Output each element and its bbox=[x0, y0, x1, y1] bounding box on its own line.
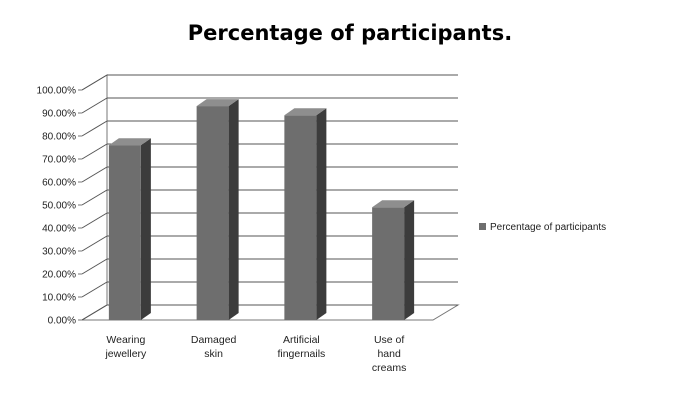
gridline-wall bbox=[81, 212, 108, 229]
bar-top bbox=[108, 138, 151, 146]
x-category-label: Use of bbox=[374, 334, 404, 346]
gridline-wall bbox=[81, 304, 108, 321]
x-category-label: skin bbox=[204, 348, 223, 360]
x-category-label: Damaged bbox=[191, 334, 237, 346]
gridline-wall bbox=[81, 258, 108, 275]
bar-side bbox=[316, 108, 327, 320]
x-category-label: Artificial bbox=[283, 334, 320, 346]
y-axis-ticks: 0.00% 10.00% 20.00% 30.00% 40.00% 50.00% 60.00… bbox=[37, 86, 82, 327]
y-tick-label: 20.00% bbox=[42, 270, 76, 281]
gridlines bbox=[81, 74, 458, 321]
y-tick-label: 100.00% bbox=[37, 86, 77, 97]
y-tick-label: 0.00% bbox=[48, 316, 76, 327]
x-category-label: creams bbox=[372, 362, 406, 374]
bar bbox=[108, 145, 141, 320]
bar-side bbox=[228, 99, 239, 320]
y-tick-label: 80.00% bbox=[42, 132, 76, 143]
y-tick-label: 30.00% bbox=[42, 247, 76, 258]
gridline-wall bbox=[81, 166, 108, 183]
bar-top bbox=[196, 99, 239, 107]
x-category-label: hand bbox=[377, 348, 401, 360]
bar bbox=[372, 207, 405, 320]
bars bbox=[108, 99, 415, 320]
bar-side bbox=[404, 200, 415, 320]
x-category-label: jewellery bbox=[104, 348, 147, 360]
legend: Percentage of participants bbox=[479, 222, 606, 233]
gridline-wall bbox=[81, 281, 108, 298]
y-tick-label: 90.00% bbox=[42, 109, 76, 120]
gridline-wall bbox=[81, 143, 108, 160]
gridline-wall bbox=[81, 97, 108, 114]
y-tick-label: 40.00% bbox=[42, 224, 76, 235]
bar bbox=[196, 106, 229, 320]
bar-top bbox=[284, 108, 327, 116]
y-tick-label: 70.00% bbox=[42, 155, 76, 166]
bar-top bbox=[372, 200, 415, 208]
y-tick-label: 50.00% bbox=[42, 201, 76, 212]
y-tick-label: 10.00% bbox=[42, 293, 76, 304]
chart-title: Percentage of participants. bbox=[188, 21, 512, 45]
bar bbox=[284, 115, 317, 320]
gridline-wall bbox=[81, 235, 108, 252]
gridline-wall bbox=[81, 74, 108, 91]
bar-side bbox=[140, 138, 151, 320]
x-axis-categories: Wearing jewellery Damaged skin Artificial fin… bbox=[104, 334, 406, 374]
x-category-label: fingernails bbox=[277, 348, 325, 360]
x-category-label: Wearing bbox=[106, 334, 145, 346]
y-tick-label: 60.00% bbox=[42, 178, 76, 189]
gridline-wall bbox=[81, 189, 108, 206]
gridline-wall bbox=[81, 120, 108, 137]
legend-label: Percentage of participants bbox=[490, 222, 606, 233]
legend-swatch bbox=[479, 223, 486, 230]
